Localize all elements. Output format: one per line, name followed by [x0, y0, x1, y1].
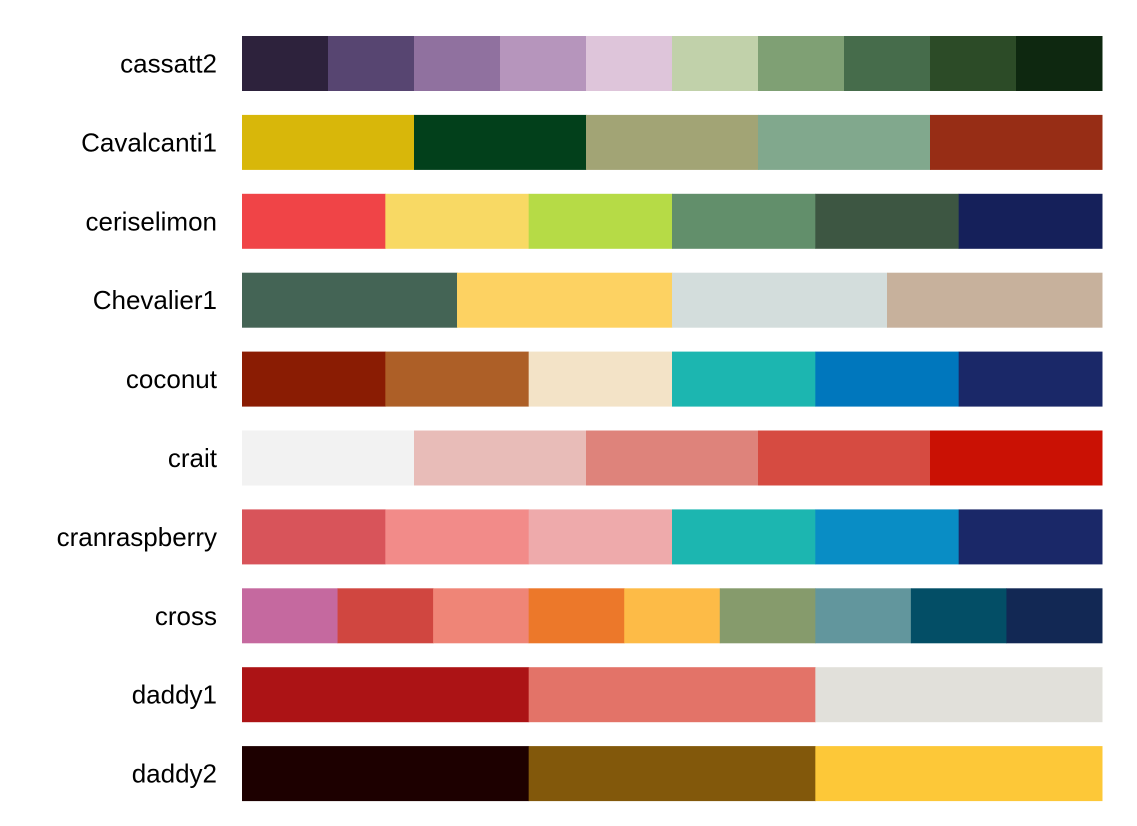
color-swatch — [815, 667, 1103, 723]
color-swatch — [433, 588, 530, 644]
palette-row: coconut — [126, 351, 1103, 407]
palette-row: cassatt2 — [120, 36, 1103, 91]
palette-label: daddy2 — [132, 759, 217, 789]
palette-row: daddy1 — [132, 667, 1103, 723]
color-swatch — [672, 272, 888, 328]
palette-label: cranraspberry — [57, 522, 217, 552]
color-swatch — [958, 351, 1103, 407]
color-swatch — [672, 36, 759, 91]
color-swatch — [844, 36, 931, 91]
color-swatch — [815, 351, 960, 407]
color-swatch — [242, 588, 339, 644]
color-swatch — [242, 430, 415, 486]
palette-label: Cavalcanti1 — [81, 127, 217, 157]
color-swatch — [528, 667, 816, 723]
color-swatch — [242, 351, 386, 407]
color-swatch — [910, 588, 1007, 644]
palette-label: daddy1 — [132, 680, 217, 710]
color-swatch — [385, 509, 530, 565]
palette-row: Cavalcanti1 — [81, 114, 1103, 170]
palette-row: cranraspberry — [57, 509, 1103, 565]
color-swatch — [528, 351, 673, 407]
color-swatch — [328, 36, 415, 91]
palette-label: coconut — [126, 364, 218, 394]
color-swatch — [242, 746, 530, 802]
color-swatch — [672, 351, 816, 407]
color-swatch — [414, 114, 587, 170]
color-swatch — [242, 193, 386, 249]
color-swatch — [758, 430, 931, 486]
color-swatch — [815, 509, 960, 565]
palette-row: crait — [168, 430, 1103, 486]
color-swatch — [930, 114, 1103, 170]
color-swatch — [958, 509, 1103, 565]
palette-label: cassatt2 — [120, 49, 217, 79]
palette-row: ceriselimon — [86, 193, 1103, 249]
color-swatch — [528, 193, 673, 249]
palette-label: cross — [155, 601, 217, 631]
color-swatch — [242, 36, 329, 91]
color-swatch — [414, 430, 587, 486]
color-swatch — [1016, 36, 1103, 91]
palette-label: crait — [168, 443, 218, 473]
color-swatch — [500, 36, 587, 91]
color-swatch — [586, 36, 673, 91]
color-swatch — [672, 193, 816, 249]
color-swatch — [528, 509, 673, 565]
color-swatch — [586, 430, 759, 486]
color-swatch — [242, 509, 386, 565]
color-swatch — [758, 36, 845, 91]
palette-row: daddy2 — [132, 746, 1103, 802]
color-swatch — [672, 509, 816, 565]
color-swatch — [719, 588, 816, 644]
color-swatch — [815, 746, 1103, 802]
palette-label: Chevalier1 — [93, 285, 217, 315]
color-swatch — [887, 272, 1103, 328]
color-swatch — [815, 588, 912, 644]
color-swatch — [1006, 588, 1103, 644]
palette-row: cross — [155, 588, 1103, 644]
palette-label: ceriselimon — [86, 206, 218, 236]
color-swatch — [815, 193, 960, 249]
color-swatch — [457, 272, 673, 328]
color-swatch — [930, 430, 1103, 486]
color-swatch — [414, 36, 501, 91]
color-swatch — [528, 746, 816, 802]
color-swatch — [242, 667, 530, 723]
color-swatch — [385, 193, 530, 249]
color-swatch — [586, 114, 759, 170]
color-swatch — [624, 588, 721, 644]
color-swatch — [528, 588, 625, 644]
color-swatch — [930, 36, 1017, 91]
color-swatch — [242, 114, 415, 170]
color-swatch — [242, 272, 458, 328]
color-swatch — [758, 114, 931, 170]
color-swatch — [337, 588, 434, 644]
palette-row: Chevalier1 — [93, 272, 1103, 328]
color-swatch — [958, 193, 1103, 249]
color-swatch — [385, 351, 530, 407]
